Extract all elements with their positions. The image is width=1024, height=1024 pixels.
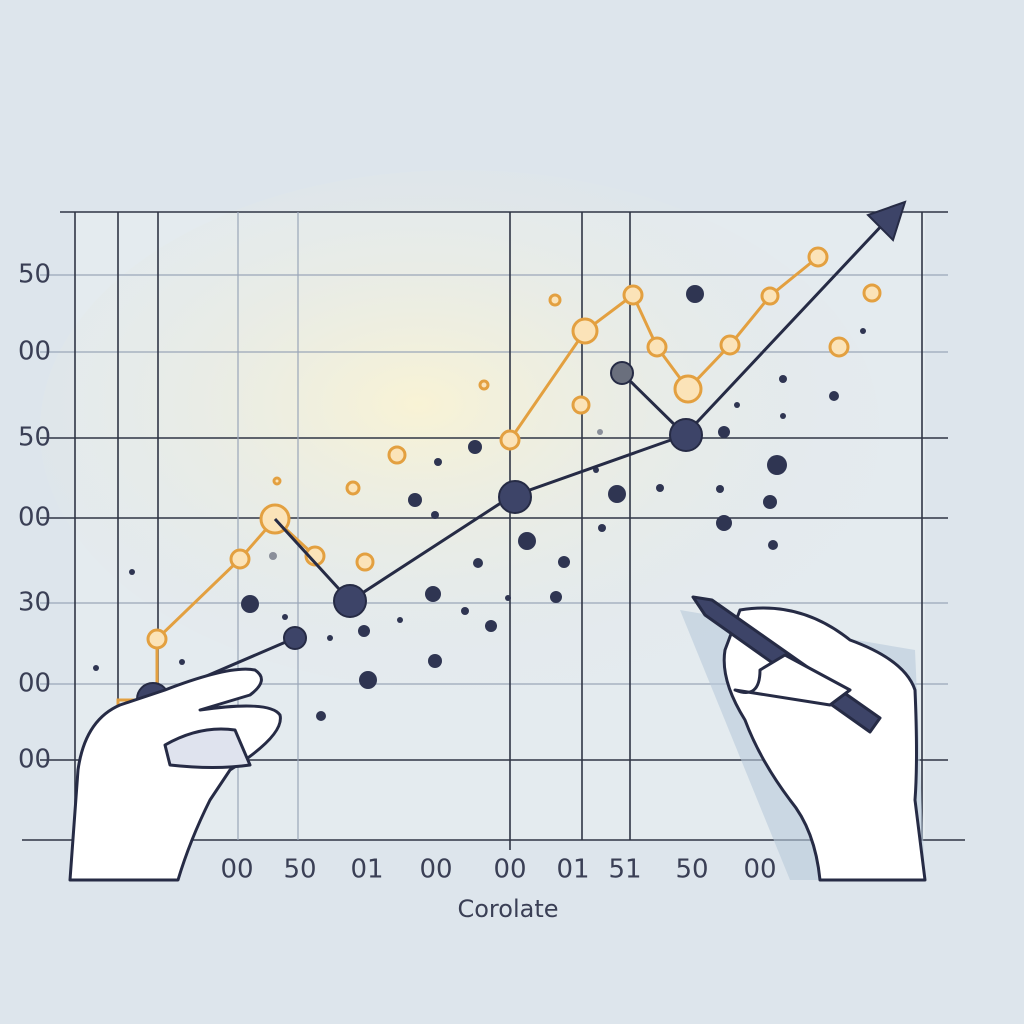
x-label: 00 xyxy=(743,855,776,885)
x-label: 50 xyxy=(283,855,316,885)
right-hand xyxy=(680,595,927,882)
x-label: 01 xyxy=(556,855,589,885)
y-labels: 50 00 50 00 30 00 00 xyxy=(18,260,51,775)
y-label: 30 xyxy=(18,588,51,618)
left-hand xyxy=(68,667,282,882)
axis-title: Corolate xyxy=(457,895,558,923)
y-label: 00 xyxy=(18,503,51,533)
x-labels: 00 50 01 00 00 01 51 50 00 xyxy=(220,855,776,885)
x-label: 00 xyxy=(220,855,253,885)
y-label: 00 xyxy=(18,745,51,775)
navy-line xyxy=(136,200,907,716)
x-label: 01 xyxy=(350,855,383,885)
y-label: 50 xyxy=(18,423,51,453)
scatter-dots xyxy=(93,285,866,721)
y-label: 00 xyxy=(18,669,51,699)
x-label: 00 xyxy=(419,855,452,885)
y-label: 00 xyxy=(18,337,51,367)
x-label: 51 xyxy=(608,855,641,885)
x-label: 00 xyxy=(493,855,526,885)
y-label: 50 xyxy=(18,260,51,290)
x-label: 50 xyxy=(675,855,708,885)
